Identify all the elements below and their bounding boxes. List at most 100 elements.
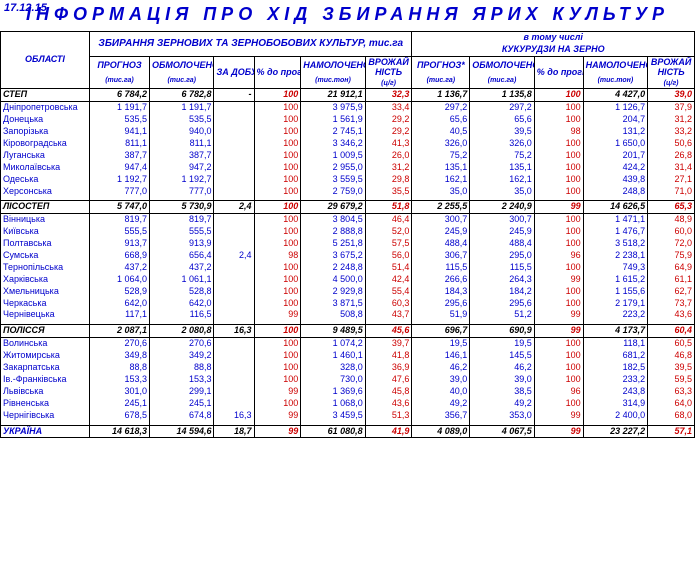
cell: 38,5 (470, 386, 534, 398)
cell: 100 (534, 350, 583, 362)
cell: 32,3 (365, 89, 412, 102)
cell: 100 (534, 362, 583, 374)
cell (214, 309, 254, 321)
cell: 41,3 (365, 138, 412, 150)
cell: 100 (534, 186, 583, 198)
cell (214, 150, 254, 162)
cell: 749,3 (583, 262, 647, 274)
cell: Кіровоградська (1, 138, 90, 150)
cell: 913,7 (89, 238, 149, 250)
cell: 46,4 (365, 214, 412, 226)
table-row: Чернівецька117,1116,599508,843,751,951,2… (1, 309, 695, 321)
cell: 100 (534, 102, 583, 114)
cell: 100 (534, 398, 583, 410)
table-row: Рівненська245,1245,11001 068,043,649,249… (1, 398, 695, 410)
cell: 674,8 (150, 410, 214, 422)
cell: 1 561,9 (301, 114, 365, 126)
cell: Чернігівська (1, 410, 90, 422)
cell: 819,7 (89, 214, 149, 226)
cell: 31,4 (648, 162, 695, 174)
cell: 1 369,6 (301, 386, 365, 398)
cell: 61,1 (648, 274, 695, 286)
cell: 1 061,1 (150, 274, 214, 286)
table-row: Тернопільська437,2437,21002 248,851,4115… (1, 262, 695, 274)
cell: 4 173,7 (583, 325, 647, 338)
cell: 2,4 (214, 201, 254, 214)
table-row: Луганська387,7387,71001 009,526,075,275,… (1, 150, 695, 162)
table-row: Вінницька819,7819,71003 804,546,4300,730… (1, 214, 695, 226)
col-obmol: ОБМОЛОЧЕНО (150, 56, 214, 74)
col-prognoz-u: (тис.га) (89, 74, 149, 89)
cell: 100 (254, 362, 301, 374)
cell: 2 888,8 (301, 226, 365, 238)
cell: 60,5 (648, 338, 695, 350)
table-row: Житомирська349,8349,21001 460,141,8146,1… (1, 350, 695, 362)
cell: 51,3 (365, 410, 412, 422)
cell: 99 (254, 386, 301, 398)
cell: 535,5 (150, 114, 214, 126)
cell: 16,3 (214, 410, 254, 422)
cell: 45,8 (365, 386, 412, 398)
cell: 100 (534, 238, 583, 250)
cell: 50,6 (648, 138, 695, 150)
col-namol2-u: (тис.тон) (583, 74, 647, 89)
cell: 2 179,1 (583, 298, 647, 310)
cell: 98 (254, 250, 301, 262)
cell (214, 274, 254, 286)
table-row: Закарпатська88,888,8100328,036,946,246,2… (1, 362, 695, 374)
cell: 49,2 (412, 398, 470, 410)
cell: 31,2 (365, 162, 412, 174)
cell (214, 138, 254, 150)
cell: 295,6 (470, 298, 534, 310)
cell: 245,9 (412, 226, 470, 238)
cell: 100 (254, 89, 301, 102)
cell: СТЕП (1, 89, 90, 102)
cell: Рівненська (1, 398, 90, 410)
cell: 63,3 (648, 386, 695, 398)
total-row: УКРАЇНА14 618,314 594,618,79961 080,841,… (1, 425, 695, 438)
cell: 1 650,0 (583, 138, 647, 150)
cell: 116,5 (150, 309, 214, 321)
cell: 75,2 (412, 150, 470, 162)
cell: Донецька (1, 114, 90, 126)
cell: 65,6 (412, 114, 470, 126)
cell: 353,0 (470, 410, 534, 422)
cell: 46,8 (648, 350, 695, 362)
cell (214, 162, 254, 174)
cell: 777,0 (89, 186, 149, 198)
cell (214, 262, 254, 274)
cell: 100 (254, 262, 301, 274)
cell: 59,5 (648, 374, 695, 386)
cell: 100 (534, 338, 583, 350)
cell: 264,3 (470, 274, 534, 286)
cell: 349,2 (150, 350, 214, 362)
cell: ПОЛІССЯ (1, 325, 90, 338)
cell: 162,1 (470, 174, 534, 186)
cell (214, 362, 254, 374)
cell: 57,5 (365, 238, 412, 250)
cell: 73,7 (648, 298, 695, 310)
cell: 14 626,5 (583, 201, 647, 214)
cell: 681,2 (583, 350, 647, 362)
cell: Запорізька (1, 126, 90, 138)
cell: 233,2 (583, 374, 647, 386)
cell: 75,2 (470, 150, 534, 162)
cell: 46,2 (412, 362, 470, 374)
cell: 100 (534, 214, 583, 226)
cell: 2 087,1 (89, 325, 149, 338)
cell: 2 255,5 (412, 201, 470, 214)
cell: Черкаська (1, 298, 90, 310)
cell: 223,2 (583, 309, 647, 321)
cell: 26,8 (648, 150, 695, 162)
cell: 51,8 (365, 201, 412, 214)
cell: 2 929,8 (301, 286, 365, 298)
cell: 45,6 (365, 325, 412, 338)
cell: 99 (254, 309, 301, 321)
cell: 60,3 (365, 298, 412, 310)
cell: 41,9 (365, 425, 412, 438)
cell: 424,2 (583, 162, 647, 174)
table-row: Запорізька941,1940,01002 745,129,240,539… (1, 126, 695, 138)
cell: 100 (534, 298, 583, 310)
cell: Київська (1, 226, 90, 238)
cell: 100 (534, 226, 583, 238)
